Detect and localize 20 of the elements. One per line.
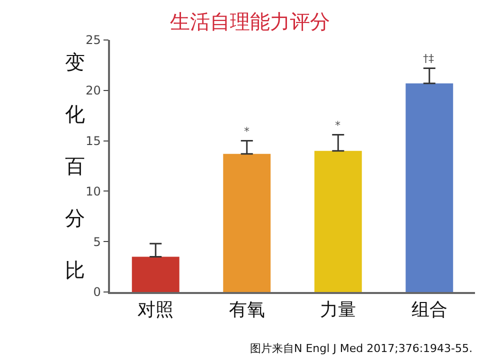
annotation: †‡ — [423, 52, 434, 65]
y-tick-label: 10 — [86, 184, 101, 198]
x-tick-label: 力量 — [320, 299, 356, 320]
x-tick-label: 组合 — [411, 299, 448, 320]
y-tick-label: 20 — [86, 84, 101, 98]
y-tick-label: 0 — [93, 285, 101, 300]
y-tick-label: 25 — [86, 33, 101, 48]
bar — [406, 83, 454, 292]
bar — [223, 154, 271, 292]
text: 图片来自N Engl J Med 2017;376:1943-55. — [250, 342, 473, 355]
bar — [314, 150, 362, 292]
text: 变化百分比 — [65, 50, 85, 282]
annotation: * — [335, 119, 341, 132]
y-tick-label: 15 — [86, 134, 101, 148]
x-tick-label: 对照 — [138, 299, 174, 320]
x-tick-label: 有氧 — [228, 299, 265, 320]
chart-title: 生活自理能力评分 — [170, 9, 330, 34]
y-tick-label: 5 — [93, 234, 101, 249]
annotation: * — [244, 125, 250, 138]
bar — [132, 256, 180, 292]
